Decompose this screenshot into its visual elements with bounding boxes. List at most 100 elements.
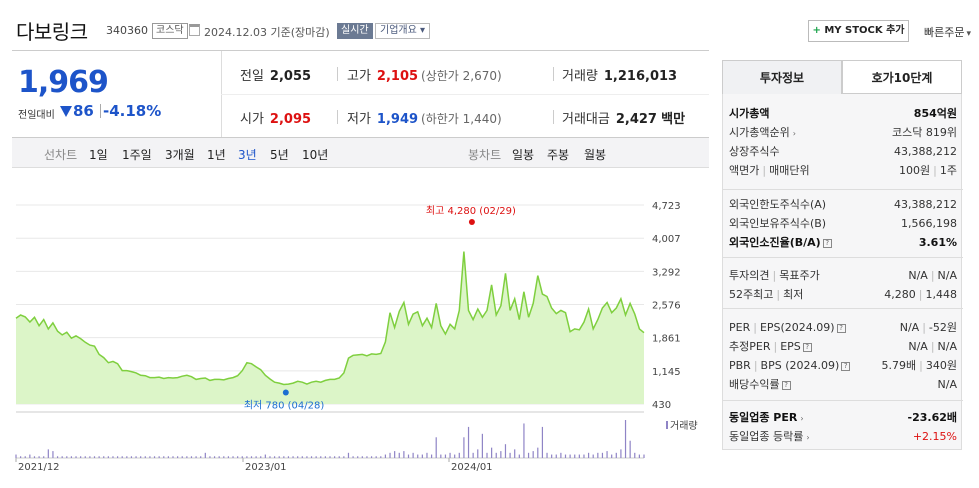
tab-candle[interactable]: 주봉 — [547, 148, 570, 162]
volume-bar — [357, 456, 359, 458]
volume-bar — [329, 456, 331, 458]
info-row[interactable]: 시가총액순위 › 코스닥 819위 — [729, 125, 957, 141]
max-marker — [468, 219, 475, 225]
tab-period[interactable]: 1년 — [207, 148, 226, 162]
volume-bar — [615, 452, 617, 458]
low-price: 저가 1,949 (하한가 1,440) — [347, 108, 502, 127]
volume-bar — [334, 456, 336, 458]
company-overview-dropdown[interactable]: 기업개요 ▾ — [375, 23, 431, 39]
tab-candle[interactable]: 월봉 — [584, 148, 607, 162]
volume-value: 1,216,013 — [603, 69, 678, 84]
info-row-label: 투자의견 | 목표주가 — [729, 269, 820, 282]
help-icon[interactable]: ? — [781, 381, 791, 390]
info-row: PER | EPS(2024.09)? N/A | -52원 — [729, 320, 957, 336]
volume-bar — [218, 456, 220, 458]
y-tick-label: 3,292 — [652, 267, 681, 278]
volume-bar — [472, 452, 474, 458]
volume-bar — [52, 451, 54, 458]
help-icon[interactable]: ? — [802, 343, 812, 352]
info-row-value: -23.62배 — [907, 411, 957, 424]
quick-order-dropdown[interactable]: 빠른주문 ▾ — [924, 24, 971, 40]
prev-close: 전일 2,055 — [240, 65, 311, 84]
info-row-value: 100원 | 1주 — [899, 164, 957, 177]
volume-bar — [264, 454, 266, 458]
tab-period-active[interactable]: 3년 — [238, 148, 257, 162]
info-row-value: 코스닥 819위 — [892, 126, 957, 139]
tab-period[interactable]: 10년 — [302, 148, 329, 162]
change-percent: -4.18% — [103, 102, 162, 120]
realtime-button[interactable]: 실시간 — [337, 23, 373, 39]
info-row-value: 43,388,212 — [894, 198, 957, 211]
volume-bar — [43, 456, 45, 458]
volume-bar — [463, 437, 465, 458]
help-icon[interactable]: ? — [836, 324, 846, 333]
volume-bar — [167, 456, 169, 458]
amount-unit: 백만 — [661, 112, 686, 127]
info-row-label: 추정PER | EPS? — [729, 339, 812, 355]
info-row: 52주최고 | 최저 4,280 | 1,448 — [729, 287, 957, 303]
volume-label: 거래량 — [562, 69, 598, 84]
tab-period[interactable]: 3개월 — [165, 148, 195, 162]
high-value: 2,105 — [376, 69, 419, 84]
volume-legend-swatch — [666, 421, 668, 429]
quick-order-label: 빠른주문 — [924, 26, 965, 39]
volume-bar — [495, 452, 497, 458]
volume-bar — [546, 452, 548, 458]
volume-bar — [394, 451, 396, 458]
high-price: 고가 2,105 (상한가 2,670) — [347, 65, 502, 84]
volume-bar — [477, 449, 479, 458]
volume-bar — [121, 456, 123, 458]
volume-bar — [149, 456, 151, 458]
help-icon[interactable]: ? — [841, 362, 851, 371]
volume-bar — [587, 452, 590, 458]
volume-bar — [481, 433, 483, 458]
info-row-value: N/A | -52원 — [899, 321, 957, 334]
tab-order-book[interactable]: 호가10단계 — [842, 60, 962, 94]
info-row[interactable]: 동일업종 PER › -23.62배 — [729, 410, 957, 426]
info-tabs: 투자정보 호가10단계 — [722, 60, 962, 94]
investment-info-panel: 투자정보 호가10단계 시가총액 854억원 시가총액순위 › 코스닥 819위 상장주식… — [722, 60, 963, 450]
add-mystock-label: MY STOCK 추가 — [824, 25, 905, 36]
tab-period[interactable]: 1일 — [89, 148, 108, 162]
y-tick-label: 2,576 — [652, 301, 681, 312]
down-arrow-icon — [60, 106, 72, 117]
chevron-right-icon: › — [792, 129, 796, 138]
volume-bar — [440, 454, 442, 458]
info-row-label: 액면가 | 매매단위 — [729, 164, 810, 177]
price-chart[interactable]: 4,723 4,007 3,292 2,576 1,861 1,145 430 최고 4,28… — [12, 168, 712, 488]
info-row-value: 3.61% — [918, 236, 957, 249]
info-row: 추정PER | EPS? N/A | N/A — [729, 339, 957, 355]
price-area — [16, 251, 644, 404]
y-tick-label: 4,723 — [652, 201, 681, 212]
volume-bar — [343, 456, 345, 458]
info-row: 투자의견 | 목표주가 N/A | N/A — [729, 268, 957, 284]
volume-bar — [491, 447, 493, 458]
add-mystock-button[interactable]: + MY STOCK 추가 — [808, 20, 909, 42]
volume-bar — [537, 447, 539, 458]
high-label: 고가 — [347, 69, 371, 84]
open-label: 시가 — [240, 112, 264, 127]
volume-bar — [444, 454, 447, 458]
volume-bar — [84, 456, 86, 458]
volume-bar — [255, 456, 257, 458]
volume-bar — [153, 456, 156, 458]
volume-bar — [278, 456, 280, 458]
volume-bar — [601, 452, 604, 458]
tab-period[interactable]: 1주일 — [122, 148, 152, 162]
volume-bar — [98, 456, 100, 458]
volume-bar — [430, 454, 433, 458]
volume-bar — [246, 456, 248, 458]
volume-bar — [283, 456, 285, 458]
tab-period[interactable]: 5년 — [270, 148, 289, 162]
tab-candle[interactable]: 일봉 — [512, 148, 535, 162]
info-row[interactable]: 동일업종 등락률 › +2.15% — [729, 429, 957, 445]
tab-investment-info[interactable]: 투자정보 — [722, 60, 842, 94]
info-row-label: 외국인보유주식수(B) — [729, 217, 827, 230]
info-row-label: 외국인소진율(B/A)? — [729, 235, 832, 251]
help-icon[interactable]: ? — [822, 239, 832, 248]
volume-bar — [384, 454, 387, 458]
info-row-label: PBR | BPS (2024.09)? — [729, 358, 851, 374]
plus-icon: + — [812, 25, 821, 36]
divider — [723, 257, 963, 258]
volume-bar — [292, 456, 294, 458]
